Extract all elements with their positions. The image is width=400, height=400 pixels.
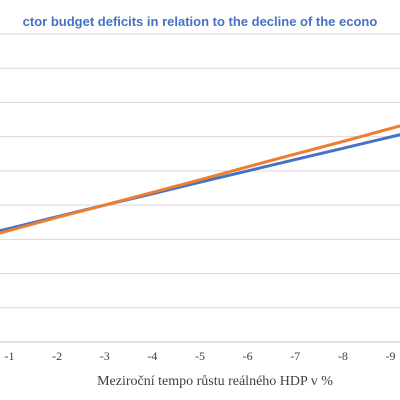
x-tick-label: -3	[100, 349, 110, 363]
x-axis-title: Meziroční tempo růstu reálného HDP v %	[97, 374, 333, 389]
series-line-2	[0, 124, 400, 235]
series-group	[0, 124, 400, 235]
x-tick-label: -4	[147, 349, 157, 363]
x-tick-label: -8	[338, 349, 348, 363]
x-tick-label: -9	[385, 349, 395, 363]
gridlines	[0, 33, 400, 309]
x-tick-label: -5	[195, 349, 205, 363]
x-tick-label: -2	[52, 349, 62, 363]
x-tick-labels: -1 -2 -3 -4 -5 -6 -7 -8 -9	[5, 349, 396, 363]
x-tick-label: -6	[243, 349, 253, 363]
chart-title: ctor budget deficits in relation to the …	[23, 14, 378, 29]
x-tick-label: -1	[5, 349, 15, 363]
x-tick-label: -7	[290, 349, 300, 363]
